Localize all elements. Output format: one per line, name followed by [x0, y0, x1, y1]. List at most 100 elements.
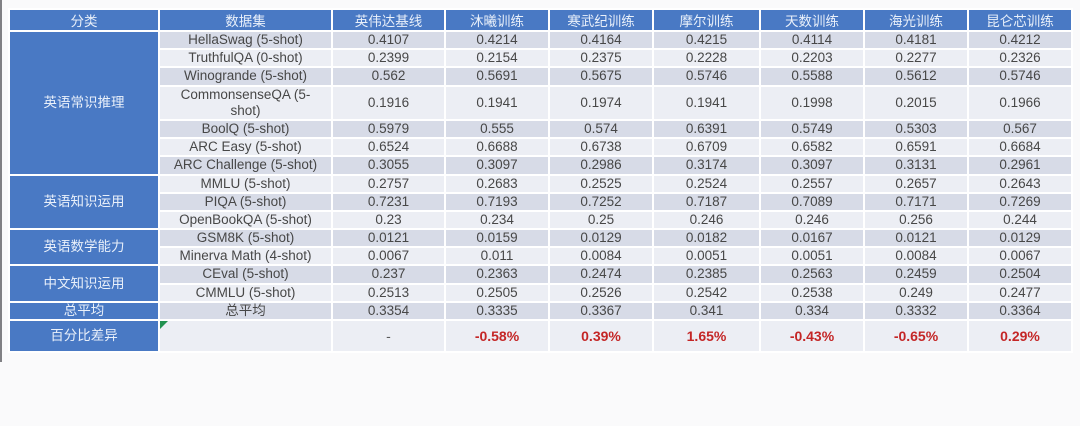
value-cell: 0.23: [331, 209, 446, 231]
table-row: 英语常识推理 HellaSwag (5-shot) 0.4107 0.4214 0.41…: [8, 29, 1073, 176]
column-header: 摩尔训练: [652, 8, 761, 32]
dataset-cell: PIQA (5-shot): [158, 191, 333, 212]
value-cell: 0.0051: [759, 246, 865, 267]
dataset-label: MMLU (5-shot): [200, 175, 291, 191]
dataset-cell: Minerva Math (4-shot): [158, 246, 333, 267]
diff-value-cell: 0.39%: [548, 319, 654, 353]
value-cell: 0.5675: [548, 66, 654, 87]
value-cell: 0.2504: [967, 264, 1073, 285]
column-header: 天数训练: [759, 8, 865, 32]
dataset-label: HellaSwag (5-shot): [188, 32, 303, 47]
value-cell: 0.3097: [444, 155, 550, 176]
value-cell: 0.0067: [331, 246, 446, 267]
value-cell: 0.4114: [759, 29, 865, 51]
dataset-cell: CEval (5-shot): [158, 264, 333, 285]
dataset-label: ARC Challenge (5-shot): [173, 157, 318, 173]
value-cell: 0.7187: [652, 191, 761, 212]
table-row: CommonsenseQA (5-shot) 0.1916 0.1941 0.1974…: [9, 84, 1073, 121]
value-cell: 0.4181: [863, 29, 969, 51]
screenshot-edge-artifact: [0, 0, 2, 362]
category-cell: 英语知识运用: [8, 173, 160, 231]
value-cell: 0.3367: [548, 300, 654, 322]
dataset-cell: MMLU (5-shot): [158, 173, 333, 194]
value-cell: 0.7171: [863, 191, 969, 212]
column-header: 数据集: [158, 8, 333, 32]
value-cell: 0.4212: [967, 29, 1073, 51]
value-cell: 0.2657: [863, 173, 969, 194]
table-row: BoolQ (5-shot) 0.5979 0.555 0.574 0.6391 0.57…: [9, 118, 1073, 140]
value-cell: 0.2505: [444, 282, 550, 303]
value-cell: 0.3097: [759, 155, 865, 176]
value-cell: 0.5746: [652, 66, 761, 87]
value-cell: 0.5612: [863, 66, 969, 87]
value-cell: 0.2399: [331, 48, 446, 69]
value-cell: 0.3364: [967, 300, 1073, 322]
value-cell: 0.6524: [331, 137, 446, 158]
value-cell: 0.1966: [967, 84, 1073, 121]
table-row: 中文知识运用 CEval (5-shot) 0.237 0.2363 0.2474 0.2…: [8, 264, 1073, 303]
table-row: 英语数学能力 GSM8K (5-shot) 0.0121 0.0159 0.0129 0.…: [8, 228, 1073, 267]
category-cell: 英语常识推理: [8, 30, 160, 176]
value-cell: 0.2961: [967, 155, 1073, 176]
dataset-cell: TruthfulQA (0-shot): [158, 48, 333, 69]
value-cell: 0.25: [548, 209, 654, 231]
value-cell: 0.1941: [444, 84, 550, 121]
value-cell: 0.5303: [863, 118, 969, 140]
value-cell: 0.2363: [444, 264, 550, 285]
value-cell: 0.2538: [759, 282, 865, 303]
value-cell: 0.341: [652, 300, 761, 322]
value-cell: 0.6738: [548, 137, 654, 158]
value-cell: 0.2154: [444, 48, 550, 69]
column-header: 沐曦训练: [444, 8, 550, 32]
column-header: 分类: [8, 8, 160, 32]
category-cell: 英语数学能力: [8, 228, 160, 267]
value-cell: 0.1916: [331, 84, 446, 121]
diff-value-cell: -0.43%: [759, 319, 865, 353]
value-cell: 0.7193: [444, 191, 550, 212]
value-cell: 0.1998: [759, 84, 865, 121]
dataset-cell: Winogrande (5-shot): [158, 66, 333, 87]
value-cell: 0.234: [444, 209, 550, 231]
value-cell: 0.4107: [331, 29, 446, 51]
value-cell: 0.2757: [331, 173, 446, 194]
dataset-cell: BoolQ (5-shot): [158, 118, 333, 140]
diff-value-cell: 0.29%: [967, 319, 1073, 353]
table-row: PIQA (5-shot) 0.7231 0.7193 0.7252 0.7187 0.7…: [9, 191, 1073, 212]
column-header: 海光训练: [863, 8, 969, 32]
value-cell: 0.2375: [548, 48, 654, 69]
value-cell: 0.246: [759, 209, 865, 231]
value-cell: 0.7269: [967, 191, 1073, 212]
value-cell: 0.0051: [652, 246, 761, 267]
value-cell: 0.256: [863, 209, 969, 231]
value-cell: 0.7231: [331, 191, 446, 212]
value-cell: 0.246: [652, 209, 761, 231]
value-cell: 0.0084: [548, 246, 654, 267]
dataset-cell-empty: [158, 319, 333, 353]
diff-value-cell: 1.65%: [652, 319, 761, 353]
value-cell: 0.2203: [759, 48, 865, 69]
baseline-dash-cell: -: [331, 319, 446, 353]
table-row: CMMLU (5-shot) 0.2513 0.2505 0.2526 0.2542 0.…: [9, 282, 1073, 303]
value-cell: 0.5749: [759, 118, 865, 140]
dataset-label: Minerva Math (4-shot): [179, 248, 312, 264]
value-cell: 0.0084: [863, 246, 969, 267]
value-cell: 0.3174: [652, 155, 761, 176]
column-header: 寒武纪训练: [548, 8, 654, 32]
dataset-label: OpenBookQA (5-shot): [179, 211, 312, 227]
dataset-label: GSM8K (5-shot): [196, 230, 295, 246]
value-cell: 0.0129: [548, 228, 654, 249]
dataset-label: CMMLU (5-shot): [195, 284, 296, 300]
column-header: 英伟达基线: [331, 8, 446, 32]
value-cell: 0.244: [967, 209, 1073, 231]
dataset-label: TruthfulQA (0-shot): [188, 50, 303, 66]
value-cell: 0.2477: [967, 282, 1073, 303]
dataset-label: PIQA (5-shot): [204, 193, 287, 209]
value-cell: 0.7089: [759, 191, 865, 212]
value-cell: 0.0121: [331, 228, 446, 249]
table-row: TruthfulQA (0-shot) 0.2399 0.2154 0.2375 0.2…: [9, 48, 1073, 69]
value-cell: 0.2525: [548, 173, 654, 194]
value-cell: 0.6709: [652, 137, 761, 158]
value-cell: 0.1974: [548, 84, 654, 121]
dataset-label: 总平均: [225, 302, 266, 318]
value-cell: 0.2542: [652, 282, 761, 303]
